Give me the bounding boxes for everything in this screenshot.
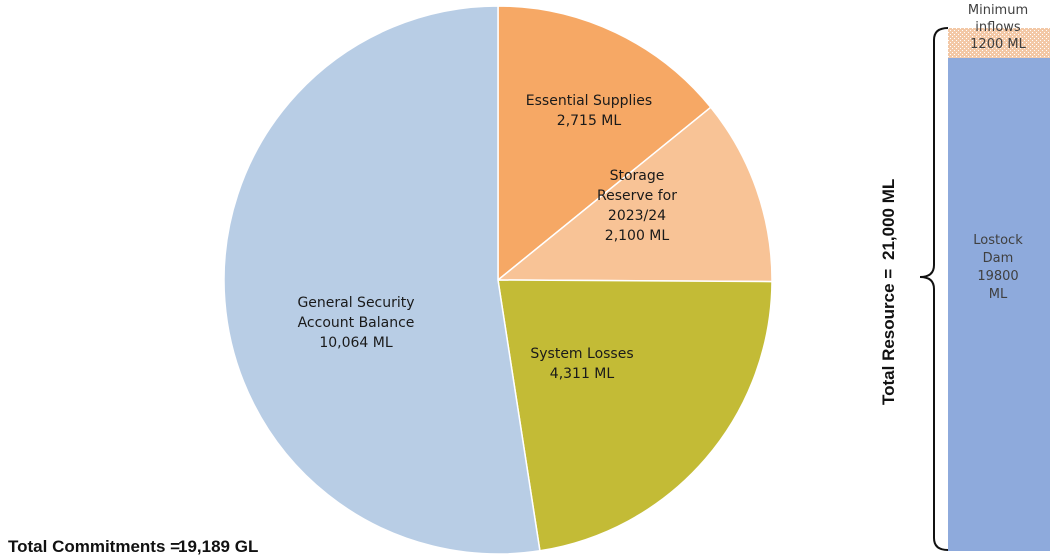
pie-label-general-security-account-balance: General Security Account Balance 10,064 ML bbox=[297, 295, 414, 351]
pie-label-system-losses: System Losses 4,311 ML bbox=[530, 346, 633, 382]
total-resource-label: Total Resource = bbox=[879, 269, 898, 405]
bar-label-lostock-dam: Lostock Dam 19800 ML bbox=[973, 233, 1023, 302]
pie-chart bbox=[223, 5, 773, 555]
pie-slice-general-security-account-balance bbox=[223, 5, 541, 555]
resource-bar-labels: Lostock Dam 19800 ML Minimum inflows 1200 ML bbox=[968, 3, 1028, 302]
bar-segment-lostock-dam bbox=[948, 57, 1050, 552]
pie-slice-system-losses bbox=[497, 279, 773, 552]
total-commitments-label: Total Commitments = bbox=[8, 537, 180, 556]
pie-slice-storage-reserve-for-2023-24 bbox=[495, 106, 773, 283]
bar-label-minimum-inflows: Minimum inflows 1200 ML bbox=[968, 3, 1028, 52]
total-resource-value: 21,000 ML bbox=[879, 179, 898, 260]
bar-segment-minimum-inflows bbox=[948, 28, 1050, 58]
pie-label-storage-reserve-for-2023-24: Storage Reserve for 2023/24 2,100 ML bbox=[597, 168, 677, 244]
resource-bar bbox=[948, 28, 1050, 552]
pie-label-essential-supplies: Essential Supplies 2,715 ML bbox=[526, 93, 652, 129]
total-commitments-value: 19,189 GL bbox=[178, 537, 258, 556]
pie-slice-essential-supplies bbox=[497, 5, 712, 282]
total-resource-brace bbox=[919, 27, 949, 551]
pie-labels: Essential Supplies 2,715 ML Storage Reserve… bbox=[297, 93, 677, 382]
